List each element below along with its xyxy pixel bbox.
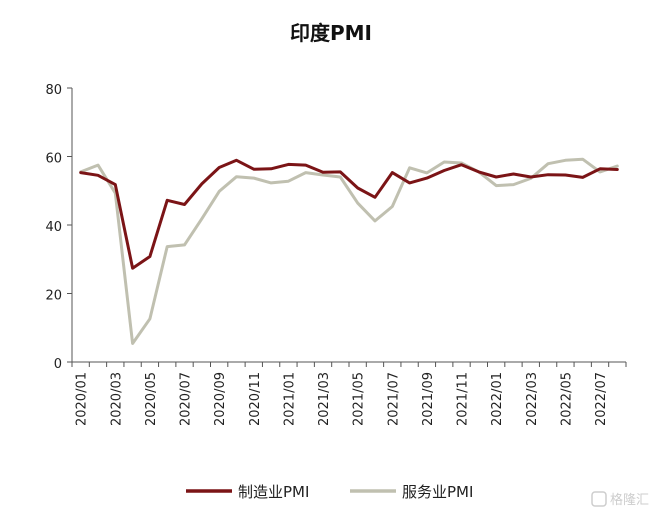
x-tick-label: 2022/03 — [525, 372, 540, 426]
x-tick-label: 2020/07 — [179, 372, 194, 426]
legend-label-manufacturing: 制造业PMI — [238, 483, 309, 501]
x-tick-label: 2020/01 — [75, 372, 90, 426]
y-tick-label: 80 — [45, 83, 62, 98]
legend-label-services: 服务业PMI — [402, 483, 473, 501]
x-tick-label: 2021/11 — [456, 372, 471, 426]
series-line-manufacturing — [79, 158, 619, 270]
y-tick-label: 0 — [54, 357, 62, 372]
y-tick-label: 60 — [45, 152, 62, 167]
x-tick-label: 2020/05 — [144, 372, 159, 426]
chart-title: 印度PMI — [290, 21, 372, 45]
y-tick-label: 40 — [45, 220, 62, 235]
x-tick-label: 2022/05 — [559, 372, 574, 426]
x-tick-label: 2022/07 — [594, 372, 609, 426]
x-tick-label: 2021/05 — [352, 372, 367, 426]
x-tick-label: 2021/01 — [282, 372, 297, 426]
x-tick-label: 2020/09 — [213, 372, 228, 426]
axes: 0 20 40 60 80 2020/01 2020/03 2020/05 2020/07 202… — [45, 83, 627, 426]
watermark-logo-icon — [591, 491, 607, 507]
x-tick-label: 2021/07 — [386, 372, 401, 426]
series-layer — [79, 157, 619, 345]
x-tick-label: 2021/03 — [317, 372, 332, 426]
series-line-services — [79, 157, 619, 345]
watermark: 格隆汇 — [591, 491, 649, 508]
x-tick-label: 2020/11 — [248, 372, 263, 426]
x-tick-label: 2020/03 — [109, 372, 124, 426]
x-tick-label: 2021/09 — [421, 372, 436, 426]
watermark-text: 格隆汇 — [610, 492, 649, 508]
y-tick-label: 20 — [45, 289, 62, 304]
legend: 制造业PMI 服务业PMI — [186, 483, 473, 501]
x-tick-label: 2022/01 — [490, 372, 505, 426]
